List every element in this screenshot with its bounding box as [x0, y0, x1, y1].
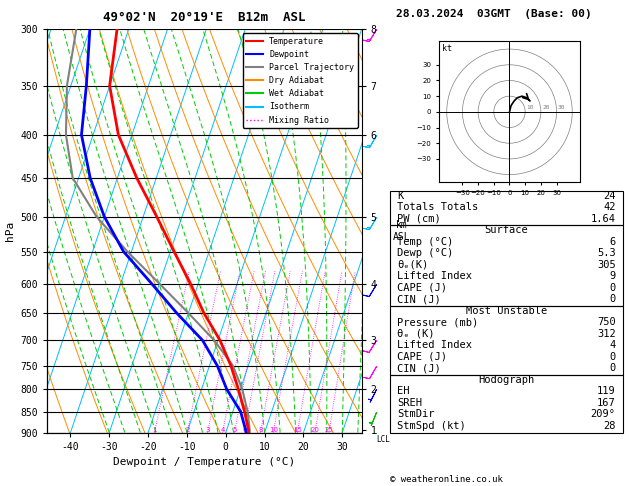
Text: 20: 20	[311, 427, 320, 433]
Y-axis label: km
ASL: km ASL	[392, 220, 410, 242]
Text: 20: 20	[542, 105, 550, 110]
Text: StmDir: StmDir	[397, 410, 435, 419]
Text: 119: 119	[597, 386, 616, 397]
Text: 9: 9	[610, 271, 616, 281]
Text: 1.64: 1.64	[591, 213, 616, 224]
Text: 15: 15	[293, 427, 302, 433]
Bar	[390, 306, 623, 375]
Text: Temp (°C): Temp (°C)	[397, 237, 454, 246]
Text: 0: 0	[610, 364, 616, 373]
Text: 750: 750	[597, 317, 616, 327]
Text: PW (cm): PW (cm)	[397, 213, 441, 224]
Text: 1: 1	[152, 427, 157, 433]
Legend: Temperature, Dewpoint, Parcel Trajectory, Dry Adiabat, Wet Adiabat, Isotherm, Mi: Temperature, Dewpoint, Parcel Trajectory…	[243, 34, 357, 128]
Text: 8: 8	[259, 427, 263, 433]
Text: 305: 305	[597, 260, 616, 270]
Bar	[390, 225, 623, 306]
Text: 5: 5	[232, 427, 237, 433]
Text: 10: 10	[526, 105, 534, 110]
Text: Dewp (°C): Dewp (°C)	[397, 248, 454, 258]
Text: 6: 6	[610, 237, 616, 246]
Text: CIN (J): CIN (J)	[397, 294, 441, 304]
Text: 28: 28	[603, 421, 616, 431]
Text: 167: 167	[597, 398, 616, 408]
Text: LCL: LCL	[376, 434, 390, 444]
Text: 0: 0	[610, 283, 616, 293]
Text: 209°: 209°	[591, 410, 616, 419]
X-axis label: Dewpoint / Temperature (°C): Dewpoint / Temperature (°C)	[113, 457, 296, 467]
Text: Lifted Index: Lifted Index	[397, 340, 472, 350]
Text: © weatheronline.co.uk: © weatheronline.co.uk	[390, 474, 503, 484]
Text: 30: 30	[558, 105, 565, 110]
Bar	[390, 375, 623, 433]
Title: 49°02'N  20°19'E  B12m  ASL: 49°02'N 20°19'E B12m ASL	[103, 11, 306, 24]
Text: Most Unstable: Most Unstable	[465, 306, 547, 316]
Text: 5.3: 5.3	[597, 248, 616, 258]
Text: 25: 25	[325, 427, 333, 433]
Text: Surface: Surface	[484, 225, 528, 235]
Text: θₑ(K): θₑ(K)	[397, 260, 428, 270]
Y-axis label: hPa: hPa	[5, 221, 15, 241]
Text: Totals Totals: Totals Totals	[397, 202, 478, 212]
Text: 0: 0	[610, 294, 616, 304]
Text: CIN (J): CIN (J)	[397, 364, 441, 373]
Text: K: K	[397, 191, 403, 201]
Text: CAPE (J): CAPE (J)	[397, 352, 447, 362]
Text: EH: EH	[397, 386, 409, 397]
Text: SREH: SREH	[397, 398, 422, 408]
Text: CAPE (J): CAPE (J)	[397, 283, 447, 293]
Text: 4: 4	[220, 427, 225, 433]
Text: 3: 3	[205, 427, 210, 433]
Text: StmSpd (kt): StmSpd (kt)	[397, 421, 465, 431]
Text: θₑ (K): θₑ (K)	[397, 329, 435, 339]
Text: 42: 42	[603, 202, 616, 212]
Text: Hodograph: Hodograph	[478, 375, 535, 385]
Text: 2: 2	[185, 427, 189, 433]
Text: 312: 312	[597, 329, 616, 339]
Text: kt: kt	[442, 44, 452, 53]
Text: Pressure (mb): Pressure (mb)	[397, 317, 478, 327]
Text: 24: 24	[603, 191, 616, 201]
Text: 0: 0	[610, 352, 616, 362]
Text: 6: 6	[242, 427, 247, 433]
Text: 28.03.2024  03GMT  (Base: 00): 28.03.2024 03GMT (Base: 00)	[396, 9, 592, 19]
Bar	[390, 191, 623, 225]
Text: 4: 4	[610, 340, 616, 350]
Text: Lifted Index: Lifted Index	[397, 271, 472, 281]
Text: 10: 10	[269, 427, 278, 433]
